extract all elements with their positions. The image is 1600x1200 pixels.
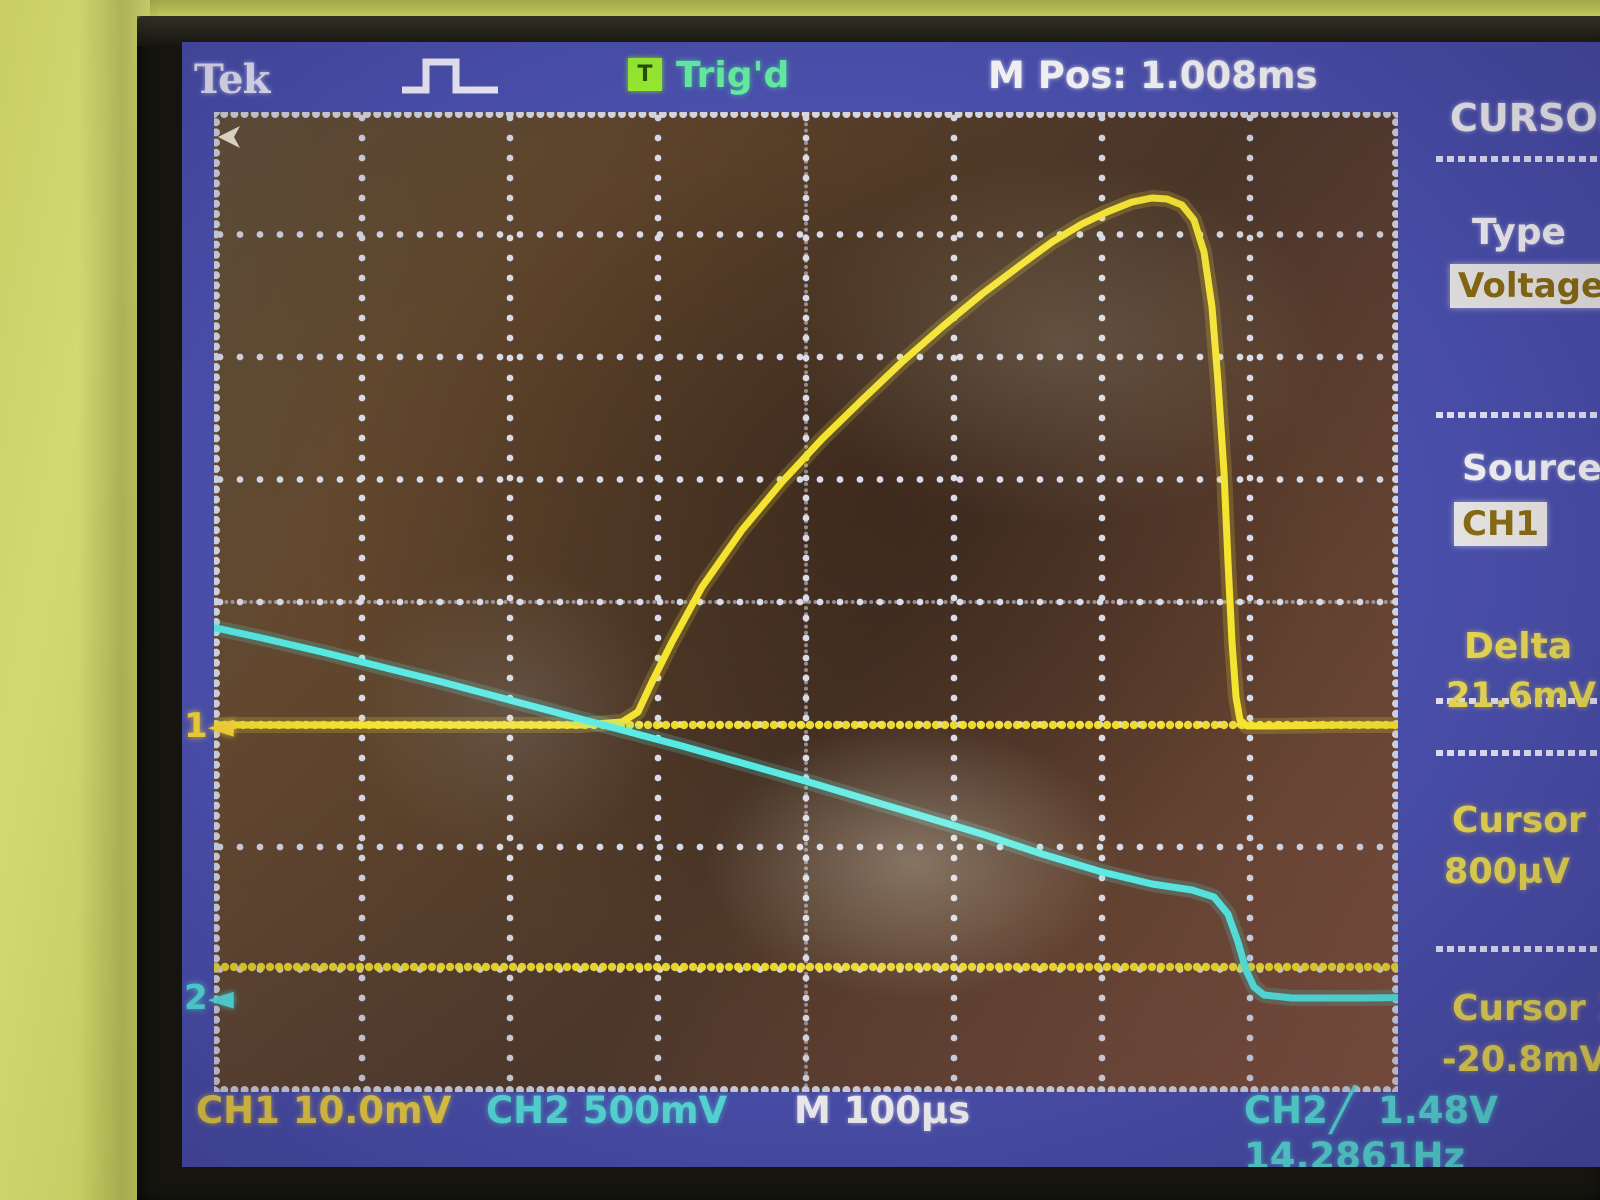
menu-item-type-value[interactable]: Voltage (1450, 264, 1600, 308)
menu-item-source-value[interactable]: CH1 (1454, 502, 1548, 546)
bezel-top-sheen (137, 16, 1600, 46)
side-menu-title: CURSOR (1450, 96, 1600, 140)
menu-divider (1436, 156, 1600, 162)
pulse-waveform-icon (402, 58, 498, 94)
waveform-graticule-area[interactable] (214, 112, 1398, 1092)
trigger-state-badge: T (628, 58, 662, 91)
trigger-state-label: Trig'd (676, 55, 790, 96)
ch1-scale-readout[interactable]: CH1 10.0mV (196, 1089, 452, 1132)
trigger-level-readout[interactable]: 1.48V (1378, 1089, 1498, 1132)
menu-item-source-label: Source (1462, 448, 1600, 489)
oscilloscope-screen: Tek T Trig'd M Pos: 1.008ms 1◄ 2◄ (182, 42, 1600, 1167)
timebase-readout[interactable]: M 100µs (794, 1089, 971, 1132)
cursor-side-menu[interactable]: CURSOR Type Voltage Source CH1 Delta 21.… (1420, 90, 1600, 1100)
horizontal-position-readout: M Pos: 1.008ms (988, 54, 1318, 97)
menu-item-cursor2-label: Cursor 2 (1452, 988, 1600, 1029)
menu-item-cursor2-value: -20.8mV (1442, 1040, 1600, 1080)
ch2-scale-readout[interactable]: CH2 500mV (486, 1089, 728, 1132)
bottom-readout-bar: CH1 10.0mV CH2 500mV M 100µs CH2 ╱ 1.48V… (182, 1085, 1600, 1167)
ch1-ground-marker[interactable]: 1◄ (184, 706, 234, 746)
menu-item-delta-label: Delta (1464, 626, 1573, 667)
menu-divider (1436, 698, 1600, 704)
top-status-bar: Tek T Trig'd M Pos: 1.008ms (182, 42, 1600, 104)
trigger-position-arrow-icon[interactable] (210, 120, 244, 154)
trigger-source-readout[interactable]: CH2 (1244, 1089, 1328, 1132)
waveform-traces (214, 190, 1398, 1006)
menu-divider (1436, 412, 1600, 418)
trigger-slope-icon: ╱ (1330, 1085, 1356, 1134)
graticule-dots (214, 112, 1398, 1092)
frequency-readout: 14.2861Hz (1244, 1135, 1466, 1167)
instrument-case-top-bevel (60, 0, 1600, 18)
menu-item-type-label: Type (1472, 212, 1566, 253)
menu-item-cursor1-value: 800µV (1444, 852, 1570, 892)
tek-logo: Tek (194, 56, 270, 103)
ch2-ground-marker[interactable]: 2◄ (184, 978, 234, 1018)
menu-item-cursor1-label: Cursor 1 (1452, 800, 1600, 841)
menu-item-delta-value: 21.6mV (1446, 676, 1596, 716)
instrument-case-left-panel (0, 0, 150, 1200)
menu-divider (1436, 750, 1600, 756)
cursor-lines (214, 720, 1398, 972)
graticule-and-traces (214, 112, 1398, 1092)
menu-divider (1436, 946, 1600, 952)
